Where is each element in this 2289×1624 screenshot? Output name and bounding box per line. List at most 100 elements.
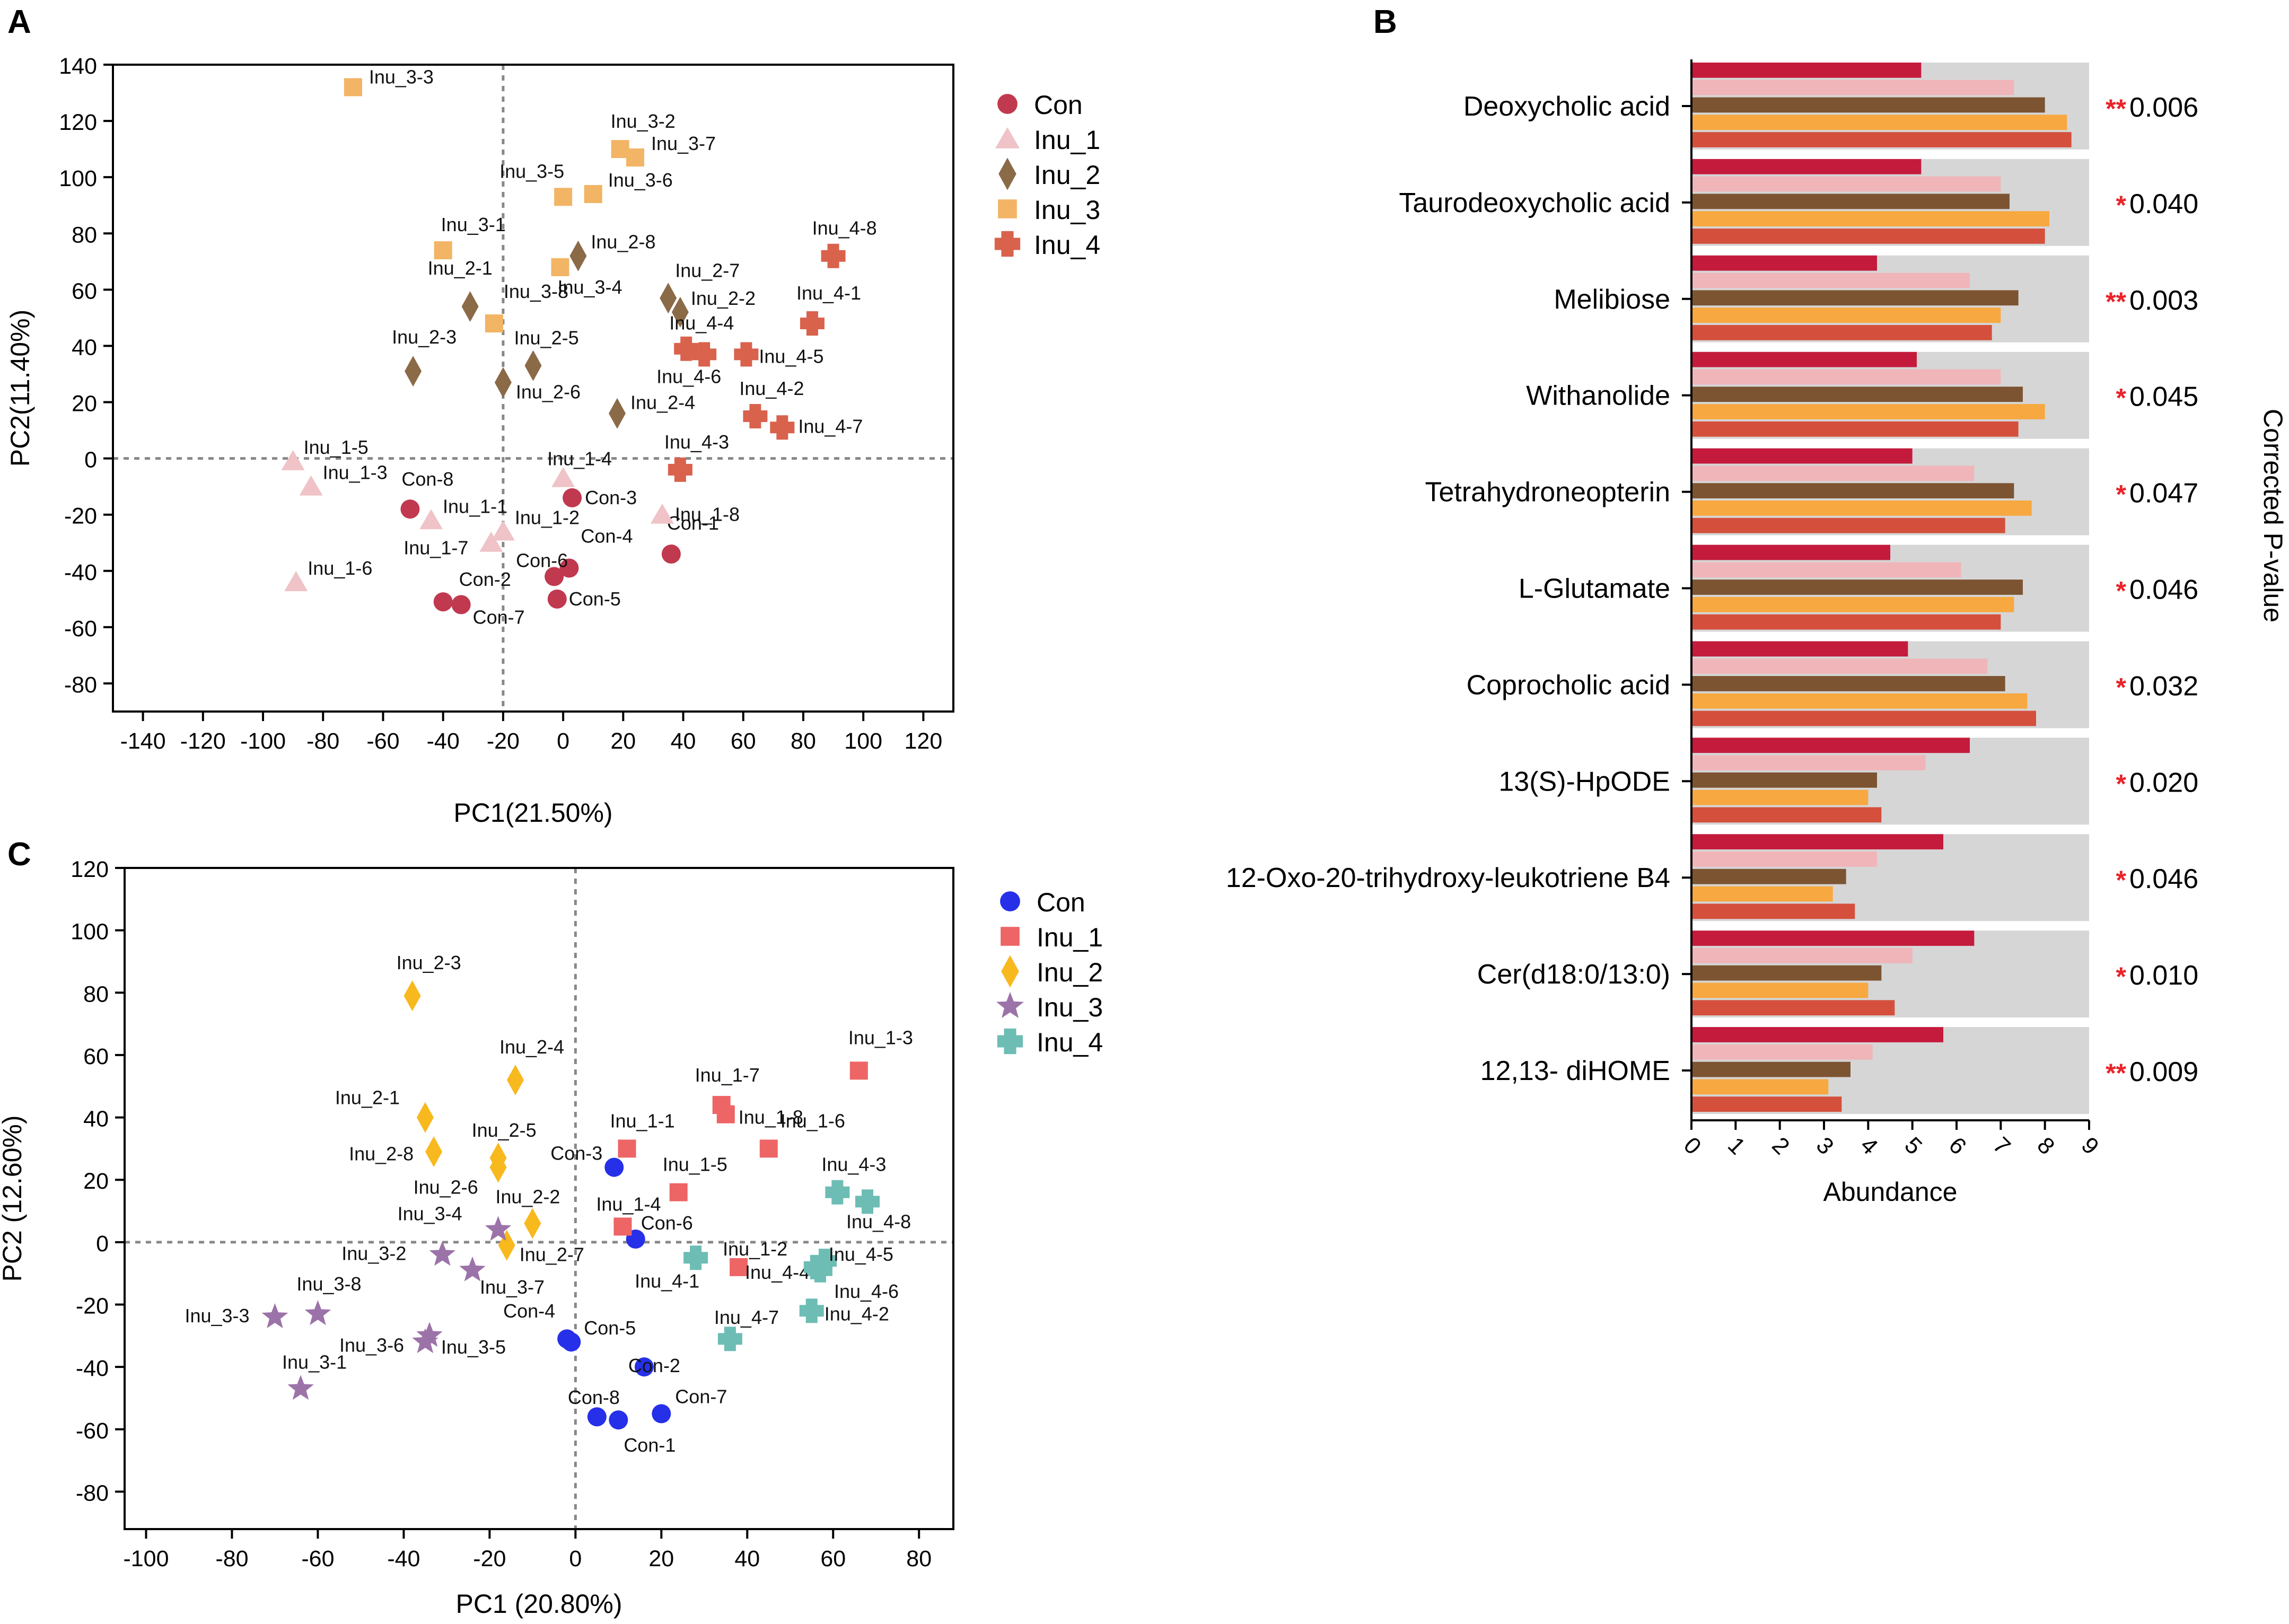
bar-12-13-dihome-inu-4 — [1691, 1096, 1842, 1112]
point-label: Inu_4-1 — [796, 282, 861, 304]
point-inu-2-2 — [524, 1208, 541, 1239]
category-label: 12-Oxo-20-trihydroxy-leukotriene B4 — [1226, 863, 1670, 893]
point-label: Inu_2-8 — [591, 231, 655, 253]
bar-13-s-hpode-inu-2 — [1691, 772, 1877, 788]
point-inu-4-6 — [808, 1258, 832, 1283]
point-inu-1-5 — [669, 1183, 688, 1201]
x-tick-label: -100 — [240, 728, 286, 754]
plot-frame — [112, 64, 954, 713]
point-label: Con-2 — [628, 1355, 680, 1376]
bar-l-glutamate-inu-3 — [1691, 596, 2014, 612]
point-inu-2-1 — [416, 1102, 434, 1133]
legend-label-con: Con — [1037, 888, 1085, 917]
point-label: Inu_2-6 — [516, 381, 581, 402]
y-tick-label: 80 — [83, 981, 109, 1007]
bar-melibiose-inu-2 — [1691, 290, 2019, 306]
point-inu-4-5 — [734, 342, 759, 367]
point-con-6 — [545, 567, 564, 586]
point-label: Inu_2-5 — [514, 327, 579, 349]
x-tick-label: -20 — [473, 1546, 506, 1572]
point-inu-2-5 — [524, 350, 542, 381]
bar-l-glutamate-inu-1 — [1691, 562, 1961, 578]
p-value: 0.046 — [2129, 864, 2198, 894]
x-tick-label: 4 — [1855, 1132, 1883, 1160]
point-con-8 — [400, 499, 420, 519]
bar-12-13-dihome-inu-3 — [1691, 1079, 1829, 1095]
point-label: Inu_3-3 — [369, 66, 434, 87]
bar-deoxycholic-acid-inu-1 — [1691, 80, 2014, 95]
y-tick-label: 120 — [71, 857, 109, 882]
plot-frame — [124, 867, 954, 1530]
point-label: Inu_3-8 — [504, 280, 568, 302]
point-label: Inu_2-1 — [335, 1087, 400, 1109]
y-tick-label: 20 — [83, 1169, 109, 1194]
point-label: Inu_4-5 — [759, 345, 823, 367]
x-tick-label: 120 — [905, 728, 943, 754]
point-label: Inu_4-3 — [821, 1154, 886, 1175]
point-label: Inu_3-2 — [341, 1242, 406, 1264]
bar-deoxycholic-acid-con — [1691, 63, 1922, 78]
point-label: Inu_3-1 — [282, 1351, 347, 1373]
y-tick-label: 0 — [96, 1231, 109, 1257]
bar-12-13-dihome-inu-1 — [1691, 1044, 1873, 1060]
point-inu-2-6 — [489, 1152, 507, 1183]
x-tick-label: 0 — [1679, 1132, 1706, 1160]
point-inu-1-1 — [419, 509, 443, 530]
bar-tetrahydroneopterin-con — [1691, 448, 1913, 464]
x-tick-label: 20 — [610, 728, 636, 754]
point-label: Inu_1-8 — [739, 1107, 803, 1128]
significance-stars: ** — [2106, 94, 2126, 124]
y-tick-label: 40 — [83, 1107, 109, 1132]
point-label: Inu_4-6 — [656, 365, 721, 387]
point-label: Inu_1-6 — [780, 1110, 845, 1131]
point-inu-4-2 — [743, 404, 768, 429]
bar-taurodeoxycholic-acid-inu-4 — [1691, 229, 2045, 244]
bar-deoxycholic-acid-inu-4 — [1691, 132, 2072, 147]
y-tick-label: 20 — [72, 391, 97, 417]
x-tick-label: -60 — [366, 728, 399, 754]
point-inu-2-1 — [461, 291, 479, 322]
point-label: Inu_4-8 — [846, 1210, 911, 1232]
point-label: Inu_2-7 — [675, 259, 740, 281]
legend-label-inu-4: Inu_4 — [1037, 1028, 1103, 1057]
bar-cer-d18-0-13-0-con — [1691, 930, 1975, 946]
p-value: 0.045 — [2129, 382, 2198, 412]
point-inu-4-8 — [821, 243, 846, 268]
point-label: Inu_3-4 — [557, 276, 622, 298]
point-label: Inu_2-2 — [495, 1186, 560, 1208]
legend-label-inu-2: Inu_2 — [1034, 160, 1100, 190]
bar-13-s-hpode-inu-1 — [1691, 755, 1926, 770]
significance-stars: * — [2116, 769, 2127, 798]
point-label: Inu_2-7 — [520, 1244, 584, 1266]
point-inu-4-4 — [674, 336, 699, 361]
point-con-5 — [547, 589, 567, 609]
x-tick-label: 2 — [1767, 1132, 1794, 1160]
point-con-5 — [562, 1332, 581, 1352]
point-label: Inu_4-2 — [739, 378, 804, 399]
y-tick-label: -20 — [76, 1293, 109, 1319]
bar-tetrahydroneopterin-inu-3 — [1691, 500, 2032, 516]
point-label: Inu_2-8 — [349, 1143, 414, 1164]
point-label: Inu_2-1 — [428, 257, 493, 279]
bar-cer-d18-0-13-0-inu-2 — [1691, 965, 1882, 981]
bar-l-glutamate-con — [1691, 545, 1890, 560]
point-label: Inu_2-3 — [397, 952, 461, 973]
p-value: 0.020 — [2129, 767, 2198, 798]
point-label: Con-3 — [585, 487, 637, 508]
x-tick-label: 80 — [906, 1546, 932, 1572]
significance-stars: ** — [2106, 1058, 2126, 1088]
category-label: Coprocholic acid — [1467, 670, 1670, 700]
point-inu-4-7 — [770, 415, 795, 440]
bar-12-oxo-20-trihydroxy-leukotriene-b4-inu-1 — [1691, 851, 1877, 867]
point-inu-1-5 — [281, 450, 305, 470]
bar-13-s-hpode-inu-3 — [1691, 789, 1869, 805]
y-tick-label: 140 — [59, 54, 97, 79]
x-axis-title: PC1 (20.80%) — [455, 1589, 622, 1619]
point-label: Inu_3-5 — [499, 160, 564, 182]
bar-coprocholic-acid-inu-2 — [1691, 676, 2005, 691]
point-inu-2-6 — [494, 367, 512, 398]
point-inu-3-7 — [626, 148, 644, 167]
bar-cer-d18-0-13-0-inu-4 — [1691, 1000, 1895, 1016]
point-label: Inu_4-5 — [829, 1243, 893, 1265]
point-inu-4-2 — [799, 1298, 824, 1323]
